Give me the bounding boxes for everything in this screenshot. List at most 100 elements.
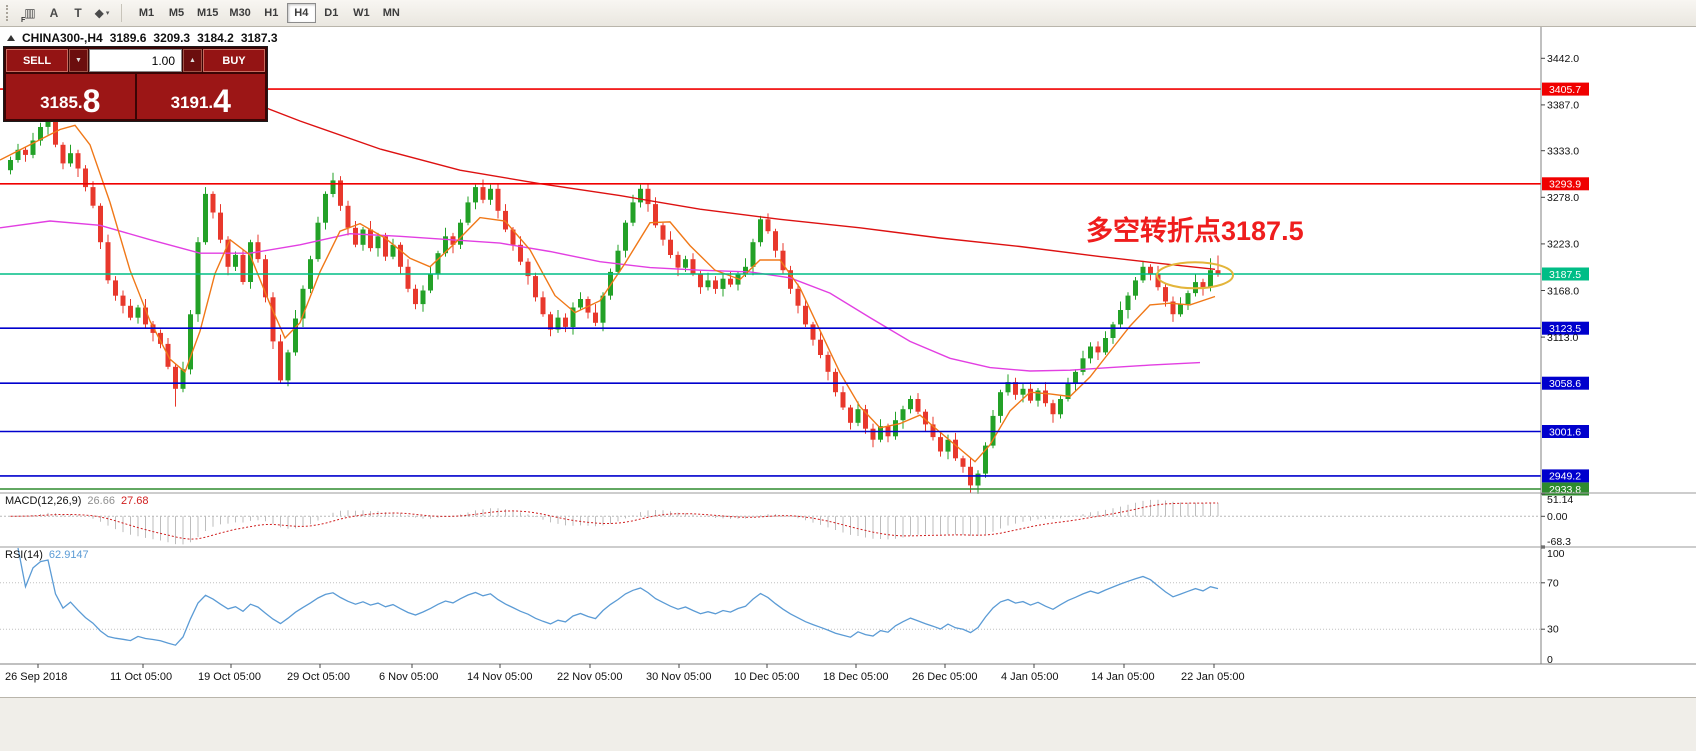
svg-text:3187.5: 3187.5: [1549, 269, 1581, 281]
arrow-cursor-icon[interactable]: A: [49, 6, 59, 20]
annotation-text: 多空转折点3187.5: [1086, 216, 1304, 246]
svg-text:22 Nov 05:00: 22 Nov 05:00: [557, 671, 622, 683]
timeframe-button-h1[interactable]: H1: [257, 3, 286, 23]
price-axis[interactable]: 3442.0 3387.0 3333.0 3278.0 3223.0 3168.0 3113…: [1540, 27, 1579, 664]
sell-price-last-digit: 8: [82, 83, 101, 120]
buy-price-last-digit: 4: [213, 83, 231, 120]
svg-text:3001.6: 3001.6: [1549, 426, 1581, 438]
timeframe-button-w1[interactable]: W1: [347, 3, 376, 23]
rsi-value: 62.9147: [48, 549, 89, 561]
svg-text:11 Oct 05:00: 11 Oct 05:00: [110, 671, 172, 683]
svg-text:3223.0: 3223.0: [1547, 239, 1579, 251]
macd-value: 26.66: [87, 495, 115, 507]
svg-text:18 Dec 05:00: 18 Dec 05:00: [823, 671, 888, 683]
one-click-toggle-icon[interactable]: [7, 35, 15, 41]
price-chart[interactable]: 3405.7 3293.9 3187.5 3123.5 3058.6 3001.6 2949…: [0, 27, 1696, 697]
candlesticks: [8, 114, 1221, 494]
svg-text:3058.6: 3058.6: [1549, 378, 1581, 390]
macd-name: MACD(12,26,9): [5, 495, 82, 507]
svg-text:-68.3: -68.3: [1547, 536, 1571, 548]
rsi-pane: 100 70 30 0: [0, 547, 1565, 666]
rsi-name: RSI(14): [5, 549, 43, 561]
pattern-columns-sub-label: F: [21, 17, 26, 24]
svg-text:3442.0: 3442.0: [1547, 53, 1579, 65]
time-axis[interactable]: 26 Sep 2018 11 Oct 05:00 19 Oct 05:00 29 Oc…: [0, 663, 1696, 683]
timeframe-button-mn[interactable]: MN: [377, 3, 406, 23]
sell-price[interactable]: 3185. 8: [6, 74, 135, 119]
macd-pane: 51.14 0.00 -68.3: [0, 493, 1573, 548]
svg-text:0.00: 0.00: [1547, 511, 1568, 523]
toolbar: ▥ F A T ◆ ▾ M1 M5 M15 M30 H1 H4 D1 W1 MN: [0, 0, 1696, 27]
highlight-ellipse: [1156, 261, 1234, 290]
svg-text:3278.0: 3278.0: [1547, 192, 1579, 204]
svg-text:3405.7: 3405.7: [1549, 84, 1581, 96]
svg-text:30 Nov 05:00: 30 Nov 05:00: [646, 671, 711, 683]
svg-text:29 Oct 05:00: 29 Oct 05:00: [287, 671, 350, 683]
timeframe-button-group: M1 M5 M15 M30 H1 H4 D1 W1 MN: [132, 3, 406, 23]
svg-text:3168.0: 3168.0: [1547, 285, 1579, 297]
trade-prices-row: 3185. 8 3191. 4: [6, 74, 265, 119]
svg-text:6 Nov 05:00: 6 Nov 05:00: [379, 671, 438, 683]
svg-text:0: 0: [1547, 654, 1553, 666]
chart-header: CHINA300-,H4 3189.6 3209.3 3184.2 3187.3: [7, 31, 279, 45]
svg-text:2949.2: 2949.2: [1549, 471, 1581, 483]
timeframe-button-m30[interactable]: M30: [224, 3, 255, 23]
draw-objects-icon[interactable]: ◆ ▾: [94, 6, 110, 20]
ohlc-low: 3184.2: [197, 31, 234, 45]
svg-text:3387.0: 3387.0: [1547, 100, 1579, 112]
horizontal-levels[interactable]: 3405.7 3293.9 3187.5 3123.5 3058.6 3001.6 2949…: [0, 82, 1589, 496]
status-bar: [0, 697, 1696, 751]
pattern-columns-icon[interactable]: ▥ F: [21, 6, 36, 24]
svg-text:14 Nov 05:00: 14 Nov 05:00: [467, 671, 532, 683]
buy-price-whole: 3191.: [170, 93, 214, 112]
svg-text:22 Jan 05:00: 22 Jan 05:00: [1181, 671, 1245, 683]
text-tool-icon[interactable]: T: [74, 6, 82, 20]
macd-signal-value: 27.68: [120, 495, 149, 507]
svg-text:30: 30: [1547, 624, 1559, 636]
svg-text:26 Dec 05:00: 26 Dec 05:00: [912, 671, 977, 683]
timeframe-button-h4[interactable]: H4: [286, 3, 316, 23]
svg-text:4 Jan 05:00: 4 Jan 05:00: [1001, 671, 1059, 683]
svg-text:100: 100: [1547, 548, 1565, 560]
volume-decrease-button[interactable]: ▼: [69, 49, 88, 72]
sell-price-whole: 3185.: [40, 93, 83, 112]
timeframe-button-d1[interactable]: D1: [317, 3, 346, 23]
ohlc-open: 3189.6: [109, 31, 147, 45]
svg-text:3113.0: 3113.0: [1547, 332, 1578, 344]
one-click-trading-panel: SELL ▼ ▲ BUY 3185.8 3191.4: [4, 47, 267, 121]
dropdown-caret-icon: ▾: [105, 10, 110, 17]
rsi-label: RSI(14) 62.9147: [5, 549, 89, 561]
trade-controls-row: SELL ▼ ▲ BUY: [6, 49, 265, 72]
symbol-period-label: CHINA300-,H4: [22, 31, 103, 45]
svg-text:26 Sep 2018: 26 Sep 2018: [5, 671, 67, 683]
svg-text:3293.9: 3293.9: [1549, 179, 1581, 191]
timeframe-button-m1[interactable]: M1: [132, 3, 161, 23]
timeframe-button-m15[interactable]: M15: [192, 3, 223, 23]
buy-button[interactable]: BUY: [203, 49, 265, 72]
svg-text:19 Oct 05:00: 19 Oct 05:00: [198, 671, 261, 683]
toolbar-drag-handle[interactable]: [6, 5, 11, 21]
volume-increase-button[interactable]: ▲: [183, 49, 202, 72]
svg-text:10 Dec 05:00: 10 Dec 05:00: [734, 671, 799, 683]
svg-text:70: 70: [1547, 577, 1559, 589]
caret-down-icon: ▼: [75, 57, 82, 64]
svg-text:14 Jan 05:00: 14 Jan 05:00: [1091, 671, 1155, 683]
pane-separators[interactable]: [0, 492, 1696, 548]
toolbar-icon-group: ▥ F A T ◆ ▾: [19, 3, 115, 24]
timeframe-button-m5[interactable]: M5: [162, 3, 191, 23]
buy-price[interactable]: 3191. 4: [136, 74, 265, 120]
sell-button[interactable]: SELL: [6, 49, 68, 72]
svg-text:3123.5: 3123.5: [1549, 323, 1581, 335]
ma-line-slow: [229, 93, 1216, 270]
ma-line-fast: [0, 124, 1216, 463]
ma-line-medium: [0, 220, 1201, 372]
macd-label: MACD(12,26,9) 26.66 27.68: [5, 495, 148, 507]
ohlc-close: 3187.3: [240, 31, 278, 45]
volume-input[interactable]: [89, 49, 182, 72]
caret-up-icon: ▲: [189, 57, 196, 64]
svg-text:51.14: 51.14: [1547, 494, 1573, 506]
toolbar-separator: [121, 4, 122, 22]
svg-text:3333.0: 3333.0: [1547, 146, 1579, 158]
ohlc-high: 3209.3: [153, 31, 191, 45]
